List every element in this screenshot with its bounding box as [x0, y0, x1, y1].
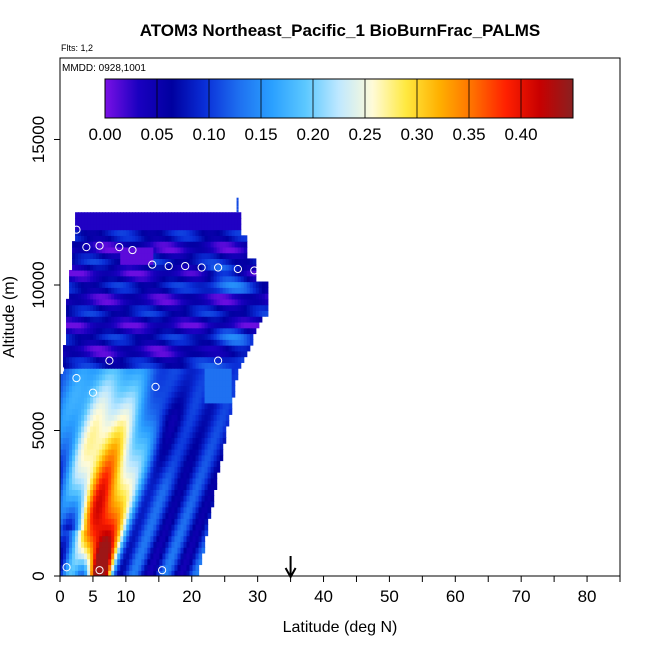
colorbar-gradient [104, 78, 574, 119]
flights-label: Flts: 1,2 [61, 43, 93, 53]
observation-point [197, 263, 206, 272]
colorbar-tick-label: 0.40 [504, 125, 537, 144]
observation-point [151, 382, 160, 391]
y-axis-label: Altitude (m) [1, 276, 18, 358]
x-axis: 0 5 10 20 30 40 50 60 70 80 [55, 576, 621, 606]
observation-point [115, 243, 124, 252]
observation-point [181, 261, 190, 271]
observation-point [62, 563, 71, 572]
observation-point [233, 264, 242, 274]
observation-point [88, 388, 98, 397]
chart-title: ATOM3 Northeast_Pacific_1 BioBurnFrac_PA… [140, 21, 541, 40]
observation-point [246, 211, 256, 220]
plot-frame [59, 57, 621, 577]
x-tick-label: 50 [380, 587, 399, 606]
observation-point [250, 266, 259, 275]
x-tick-label: 5 [88, 587, 97, 606]
observation-point [164, 261, 173, 271]
observation-point [128, 245, 137, 255]
colorbar-tick-label: 0.10 [192, 125, 225, 144]
y-tick-label: 15000 [29, 116, 48, 163]
x-axis-label: Latitude (deg N) [283, 619, 398, 636]
y-tick-label: 5000 [29, 412, 48, 450]
y-tick-label: 0 [29, 571, 48, 580]
observation-point [95, 241, 104, 250]
latitude-marker-arrow [284, 556, 297, 580]
observation-point [95, 566, 104, 575]
x-tick-label: 40 [314, 587, 333, 606]
observation-point [214, 263, 223, 272]
colorbar-tick-label: 0.35 [452, 125, 485, 144]
observation-point [214, 356, 223, 365]
colorbar-tick-label: 0.25 [348, 125, 381, 144]
colorbar-tick-label: 0.00 [88, 125, 121, 144]
colorbar-ticks: 0.00 0.05 0.10 0.15 0.20 0.25 0.30 0.35 0.40 [88, 79, 538, 144]
observation-point [105, 356, 114, 365]
x-tick-label: 30 [248, 587, 267, 606]
observation-point [148, 260, 157, 269]
observation-point [72, 374, 81, 383]
x-tick-label: 0 [55, 587, 64, 606]
x-tick-label: 10 [116, 587, 135, 606]
y-axis: 0 5000 10000 15000 [29, 116, 60, 581]
colorbar: 0.00 0.05 0.10 0.15 0.20 0.25 0.30 0.35 0.40 [88, 78, 574, 144]
x-tick-label: 60 [446, 587, 465, 606]
observation-point [72, 225, 81, 234]
y-tick-label: 10000 [29, 261, 48, 308]
observation-point [158, 566, 167, 575]
colorbar-tick-label: 0.15 [244, 125, 277, 144]
observation-points [55, 211, 259, 575]
observation-point [204, 566, 213, 575]
marker-head [284, 567, 297, 580]
x-tick-label: 80 [578, 587, 597, 606]
x-tick-label: 20 [182, 587, 201, 606]
observation-point [82, 243, 91, 252]
colorbar-tick-label: 0.30 [400, 125, 433, 144]
date-label: MMDD: 0928,1001 [62, 63, 146, 74]
colorbar-tick-label: 0.05 [140, 125, 173, 144]
heatmap-field [60, 197, 269, 576]
x-tick-label: 70 [512, 587, 531, 606]
colorbar-tick-label: 0.20 [296, 125, 329, 144]
